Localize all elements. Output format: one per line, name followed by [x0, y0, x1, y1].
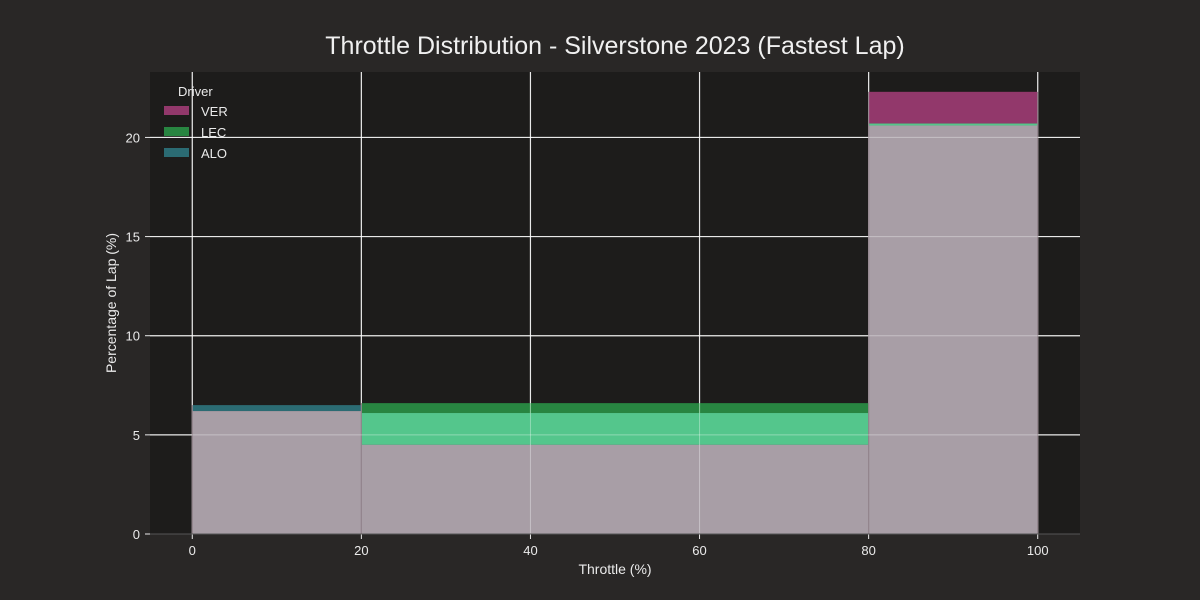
- x-tick-label: 60: [692, 543, 706, 558]
- legend-title: Driver: [178, 84, 213, 99]
- x-axis-label: Throttle (%): [578, 561, 651, 577]
- y-tick-label: 10: [126, 329, 140, 344]
- x-tick-label: 80: [861, 543, 875, 558]
- y-tick-label: 5: [133, 428, 140, 443]
- bar-overlap-bin-2: [868, 123, 1038, 126]
- legend-swatch-alo: [164, 148, 189, 157]
- y-axis-label: Percentage of Lap (%): [103, 233, 119, 373]
- bar-overlap-bin-1: [361, 413, 869, 445]
- legend-swatch-lec: [164, 127, 189, 136]
- y-tick-label: 15: [126, 230, 140, 245]
- x-tick-label: 0: [189, 543, 196, 558]
- legend-label-ver: VER: [201, 104, 228, 119]
- y-tick-label: 0: [133, 527, 140, 542]
- x-tick-label: 20: [354, 543, 368, 558]
- legend: Driver VER LEC ALO: [164, 84, 228, 161]
- bar-base-bin-1: [361, 444, 869, 534]
- x-tick-label: 40: [523, 543, 537, 558]
- ticks: 0 20 40 60 80 100 0 5 10 15 20: [126, 130, 1049, 558]
- legend-label-alo: ALO: [201, 146, 227, 161]
- bar-base-bin-2: [868, 125, 1038, 534]
- bars: [150, 72, 1080, 534]
- legend-label-lec: LEC: [201, 125, 226, 140]
- chart-title: Throttle Distribution - Silverstone 2023…: [325, 32, 904, 60]
- bar-base-bin-0: [192, 411, 362, 534]
- bar-ver-bin-2: [868, 91, 1038, 126]
- bar-alo-bin-0: [192, 405, 362, 412]
- y-tick-label: 20: [126, 130, 140, 145]
- x-tick-label: 100: [1027, 543, 1049, 558]
- legend-swatch-ver: [164, 106, 189, 115]
